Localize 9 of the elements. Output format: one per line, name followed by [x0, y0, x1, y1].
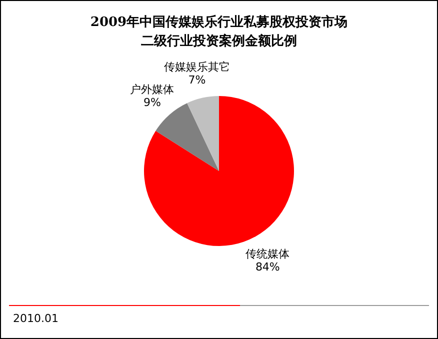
text: 2010.01	[13, 312, 58, 325]
slice-label: 传媒娱乐其它	[164, 60, 230, 74]
chart-subtitle: 二级行业投资案例金额比例	[140, 32, 298, 51]
data-label: 7%	[188, 73, 206, 86]
slice-label: 传统媒体	[246, 248, 290, 261]
chart-title: 2009年中国传媒娱乐行业私募股权投资市场	[89, 14, 349, 32]
data-label: 84%	[255, 260, 280, 274]
data-label: 9%	[143, 96, 161, 110]
slice-label: 户外媒体	[130, 83, 174, 96]
